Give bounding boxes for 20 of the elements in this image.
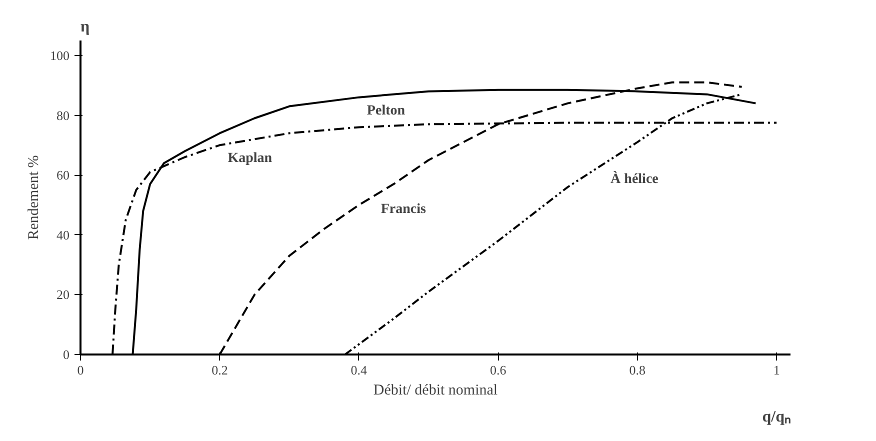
annotation: Francis (380, 202, 427, 218)
text: η (80, 18, 90, 36)
y-tick-label: 60 (56, 168, 70, 183)
annotation: À hélice (610, 170, 658, 188)
y-tick-label: 0 (63, 347, 70, 362)
y-axis-title: Rendement % (26, 155, 42, 240)
y-tick-label: 40 (56, 227, 70, 242)
x-tick-label: 0.4 (350, 362, 368, 378)
x-tick-label: 0.2 (212, 362, 228, 378)
y-tick-label: 80 (56, 108, 70, 123)
x-tick-label: 1 (773, 362, 780, 378)
x-axis-title: Débit/ débit nominal (373, 382, 498, 398)
annotation: Pelton (366, 103, 406, 118)
annotation: Kaplan (228, 151, 272, 166)
text: q/qₙ (762, 408, 791, 426)
x-tick-label: 0.8 (629, 362, 646, 378)
y-tick-label: 20 (56, 287, 70, 302)
x-tick-label: 0 (77, 362, 84, 378)
y-tick-label: 100 (50, 48, 70, 63)
x-tick-label: 0.6 (490, 362, 507, 378)
